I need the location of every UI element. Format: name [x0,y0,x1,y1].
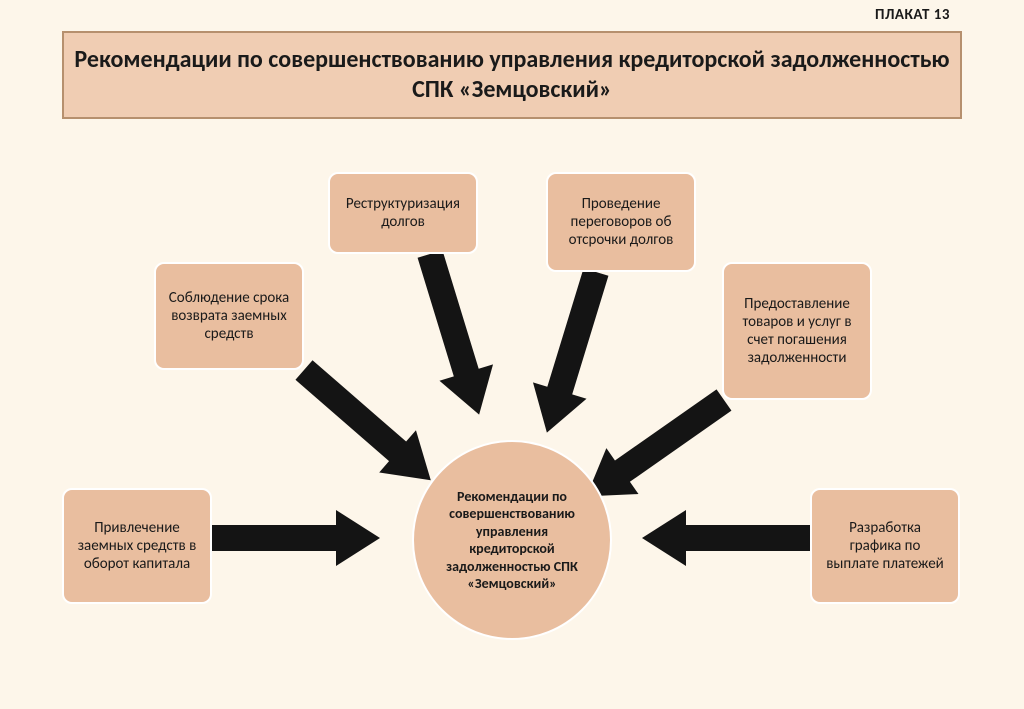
node-text: Предоставление товаров и услуг в счет по… [734,295,860,367]
center-text: Рекомендации по совершенствованию управл… [434,488,590,593]
plate-label: ПЛАКАТ 13 [875,6,950,24]
node-text: Соблюдение срока возврата заемных средст… [166,289,292,343]
title-text: Рекомендации по совершенствованию управл… [74,45,950,105]
node-text: Разработка графика по выплате платежей [822,519,948,573]
node-n1: Привлечение заемных средств в оборот кап… [62,488,212,604]
node-n3: Реструктуризация долгов [328,172,478,254]
node-n4: Проведение переговоров об отсрочки долго… [546,172,696,272]
node-n6: Разработка графика по выплате платежей [810,488,960,604]
arrow-n1 [212,510,380,566]
node-text: Реструктуризация долгов [340,195,466,231]
arrow-n2 [286,349,450,501]
node-n5: Предоставление товаров и услуг в счет по… [722,262,872,400]
arrow-n4 [520,264,623,441]
center-node: Рекомендации по совершенствованию управл… [412,440,612,640]
node-text: Привлечение заемных средств в оборот кап… [74,519,200,573]
arrow-n6 [642,510,810,566]
slide-canvas: ПЛАКАТ 13 Рекомендации по совершенствова… [0,0,1024,709]
arrow-n3 [403,246,506,423]
node-n2: Соблюдение срока возврата заемных средст… [154,262,304,370]
title-box: Рекомендации по совершенствованию управл… [62,31,962,119]
node-text: Проведение переговоров об отсрочки долго… [558,195,684,249]
